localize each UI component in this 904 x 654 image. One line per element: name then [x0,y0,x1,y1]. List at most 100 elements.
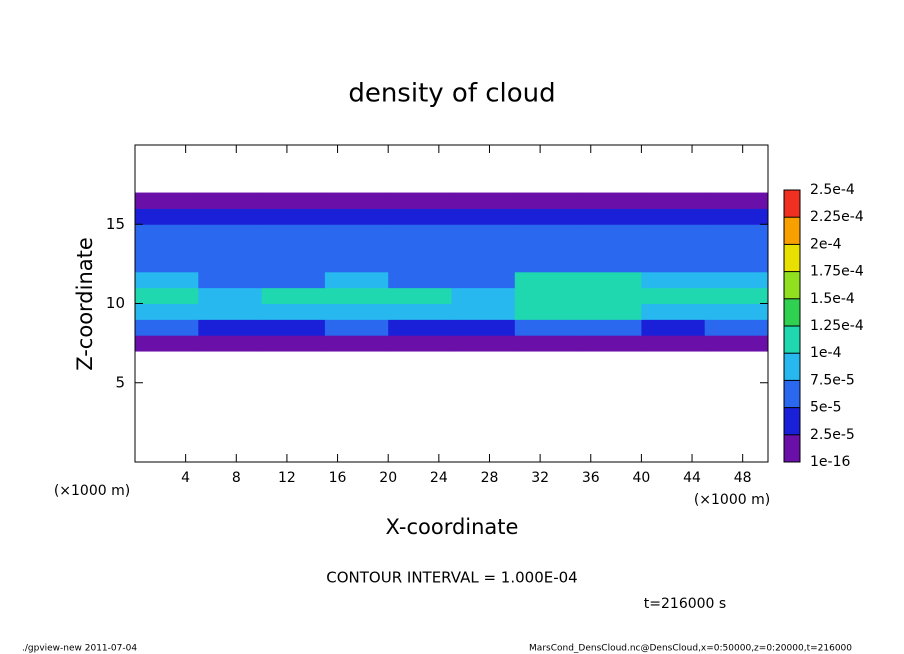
field-cell [324,224,389,241]
colorbar-box [784,353,800,381]
field-cell [704,287,769,304]
colorbar-box [784,271,800,299]
field-cell [388,240,452,257]
colorbar-label: 1e-4 [810,345,842,361]
field-cell [451,303,516,320]
footer-right: MarsCond_DensCloud.nc@DensCloud,x=0:5000… [529,644,852,654]
field-cell [135,192,199,209]
field-cell [198,303,263,320]
colorbar-label: 1.5e-4 [810,291,855,307]
field-cell [388,335,452,352]
field-cell [704,224,769,241]
x-tick-label: 36 [582,470,600,486]
field-cell [388,271,452,289]
field-cell [514,240,579,257]
field-cell [514,335,579,352]
field-cell [704,192,769,209]
field-cell [324,240,389,257]
field-cell [198,224,263,241]
field-cell [514,319,579,336]
colorbar-box [784,217,800,245]
field-cell [451,208,516,225]
field-cell [135,335,199,352]
field-cell [578,240,642,257]
field-cell [641,319,706,336]
field-cell [198,287,263,304]
field-cell [704,303,769,320]
field-cell [704,208,769,225]
field-cell [451,287,516,304]
field-cell [261,287,326,304]
field-cell [388,255,452,273]
field-cell [261,255,326,273]
field-cell [388,303,452,320]
field-cell [451,192,516,209]
field-cell [578,224,642,241]
colorbar-box [784,407,800,435]
field-cell [578,192,642,209]
contour-interval: CONTOUR INTERVAL = 1.000E-04 [326,569,577,587]
field-cell [261,271,326,289]
field-cell [198,255,263,273]
field-cell [641,271,706,289]
colorbar-label: 2.5e-4 [810,182,855,198]
field-cell [135,303,199,320]
field-cell [641,192,706,209]
field-cell [198,208,263,225]
colorbar-box [784,244,800,272]
field-cell [578,287,642,304]
field-cell [324,208,389,225]
field-cell [324,335,389,352]
field-cell [514,255,579,273]
x-tick-label: 20 [379,470,397,486]
colorbar-label: 1.75e-4 [810,264,864,280]
colorbar-label: 1e-16 [810,454,850,470]
field-cell [578,335,642,352]
field-cell [578,319,642,336]
x-tick-label: 24 [430,470,448,486]
colorbar-label: 2.5e-5 [810,427,855,443]
field-cell [641,335,706,352]
field-cell [198,240,263,257]
y-axis-label: Z-coordinate [73,237,97,371]
field-cell [261,208,326,225]
x-tick-label: 44 [683,470,701,486]
colorbar-label: 7.5e-5 [810,372,855,388]
field-cell [388,319,452,336]
field-cell [388,208,452,225]
colorbar-box [784,190,800,218]
field-cell [451,335,516,352]
field-cell [451,319,516,336]
field-cell [704,335,769,352]
colorbar-box [784,326,800,354]
x-tick-label: 40 [632,470,650,486]
field-cell [704,240,769,257]
field-cell [261,224,326,241]
field-cell [704,255,769,273]
field-cell [261,192,326,209]
x-tick-label: 8 [232,470,241,486]
y-tick-label: 5 [115,373,125,391]
field-cell [324,319,389,336]
field-cell [324,287,389,304]
field-cell [514,192,579,209]
field-cell [578,303,642,320]
field-cell [198,335,263,352]
field-cell [641,208,706,225]
x-tick-label: 4 [181,470,190,486]
field-cell [324,303,389,320]
x-tick-label: 48 [734,470,752,486]
field-cell [641,224,706,241]
footer-left: ./gpview-new 2011-07-04 [22,644,137,654]
field-cell [514,271,579,289]
field-cell [261,335,326,352]
time-label: t=216000 s [644,596,726,612]
field-cell [135,224,199,241]
field-cell [388,287,452,304]
y-tick-label: 10 [106,294,125,312]
field-cell [641,240,706,257]
x-unit-label: (×1000 m) [54,483,130,499]
field-cell [261,303,326,320]
field-cell [135,271,199,289]
